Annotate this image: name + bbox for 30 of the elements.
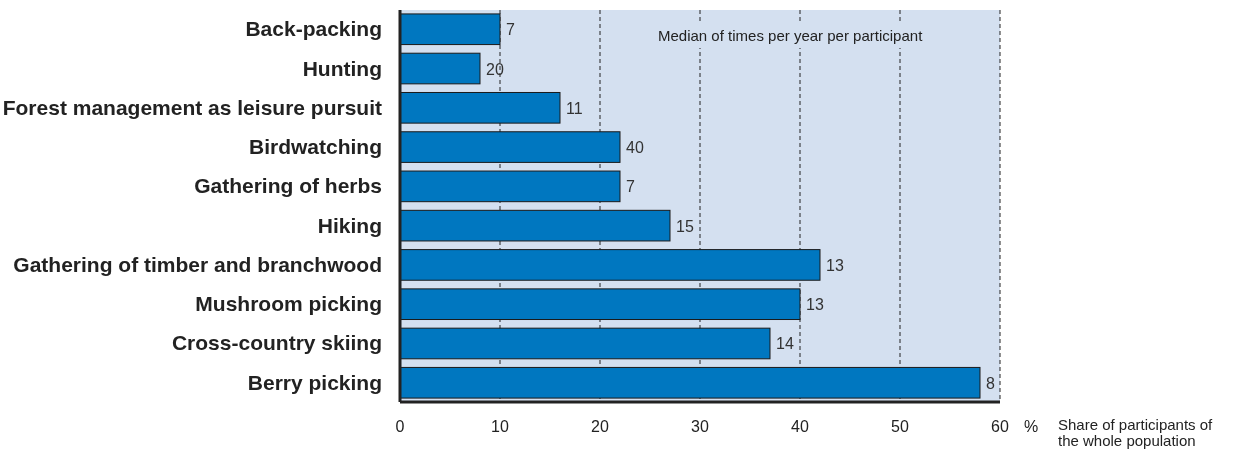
y-tick-label: Hiking (317, 213, 382, 237)
y-tick-label: Cross-country skiing (171, 331, 382, 355)
y-tick-label: Birdwatching (248, 135, 382, 159)
annotation: Median of times per year per participant (658, 27, 924, 44)
x-tick-label: 50 (891, 418, 909, 435)
annotation: 15 (676, 217, 694, 235)
x-tick-label: 30 (691, 418, 709, 435)
annotation: 13 (806, 296, 824, 314)
y-tick-label: Gathering of timber and branchwood (13, 252, 382, 276)
x-tick-label: 10 (491, 418, 509, 435)
x-tick-label: 40 (791, 418, 809, 435)
y-tick-label: Forest management as leisure pursuit (2, 95, 382, 119)
y-tick-label: Back-packing (245, 17, 382, 41)
x-tick-label: 20 (591, 418, 609, 435)
y-tick-label: Hunting (302, 56, 382, 80)
x-tick-label: 60 (991, 418, 1009, 435)
x-tick-label: 0 (395, 418, 405, 435)
annotation: 7 (506, 21, 515, 39)
text: % (1024, 418, 1039, 435)
annotation: 13 (826, 256, 844, 274)
annotation: 20 (486, 60, 504, 78)
y-tick-label: Berry picking (247, 370, 382, 394)
y-tick-label: Gathering of herbs (194, 174, 382, 198)
annotation: 8 (986, 374, 995, 392)
x-axis-title: Share of participants of the whole population (1058, 416, 1214, 449)
annotation: 14 (776, 335, 794, 353)
y-tick-label: Mushroom picking (195, 292, 382, 316)
annotation: 7 (626, 178, 635, 196)
annotation: 40 (626, 139, 644, 157)
annotation: 11 (566, 99, 583, 117)
